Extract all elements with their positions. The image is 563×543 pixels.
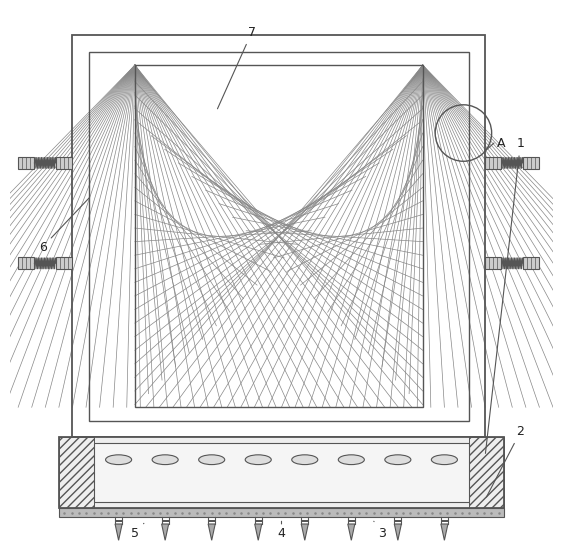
Text: 3: 3 [374,521,386,540]
Text: 5: 5 [131,523,144,540]
Bar [485,157,502,169]
Bar [18,257,34,269]
Text: 7: 7 [217,26,256,109]
Bar [485,257,502,269]
Bar [18,157,34,169]
Ellipse shape [152,455,178,465]
Ellipse shape [245,455,271,465]
Bar [469,437,504,508]
Polygon shape [254,524,262,540]
Bar [59,508,504,517]
Bar [523,157,539,169]
Text: 4: 4 [278,521,285,540]
Bar [89,52,469,421]
Polygon shape [441,524,448,540]
Text: 1: 1 [485,137,524,453]
Ellipse shape [431,455,457,465]
Bar [73,35,485,437]
Bar [56,157,73,169]
Bar [59,437,94,508]
Bar [94,443,469,502]
Ellipse shape [385,455,411,465]
Polygon shape [348,524,355,540]
Bar [135,65,423,407]
Bar [56,257,73,269]
Ellipse shape [338,455,364,465]
Bar [135,65,423,407]
Polygon shape [162,524,169,540]
Polygon shape [208,524,215,540]
Ellipse shape [106,455,132,465]
Bar [523,257,539,269]
Ellipse shape [292,455,318,465]
Ellipse shape [199,455,225,465]
Polygon shape [394,524,401,540]
Bar [59,437,504,508]
Text: 2: 2 [486,425,524,497]
Polygon shape [115,524,122,540]
Text: A: A [497,137,506,150]
Polygon shape [301,524,309,540]
Text: 6: 6 [39,198,90,254]
